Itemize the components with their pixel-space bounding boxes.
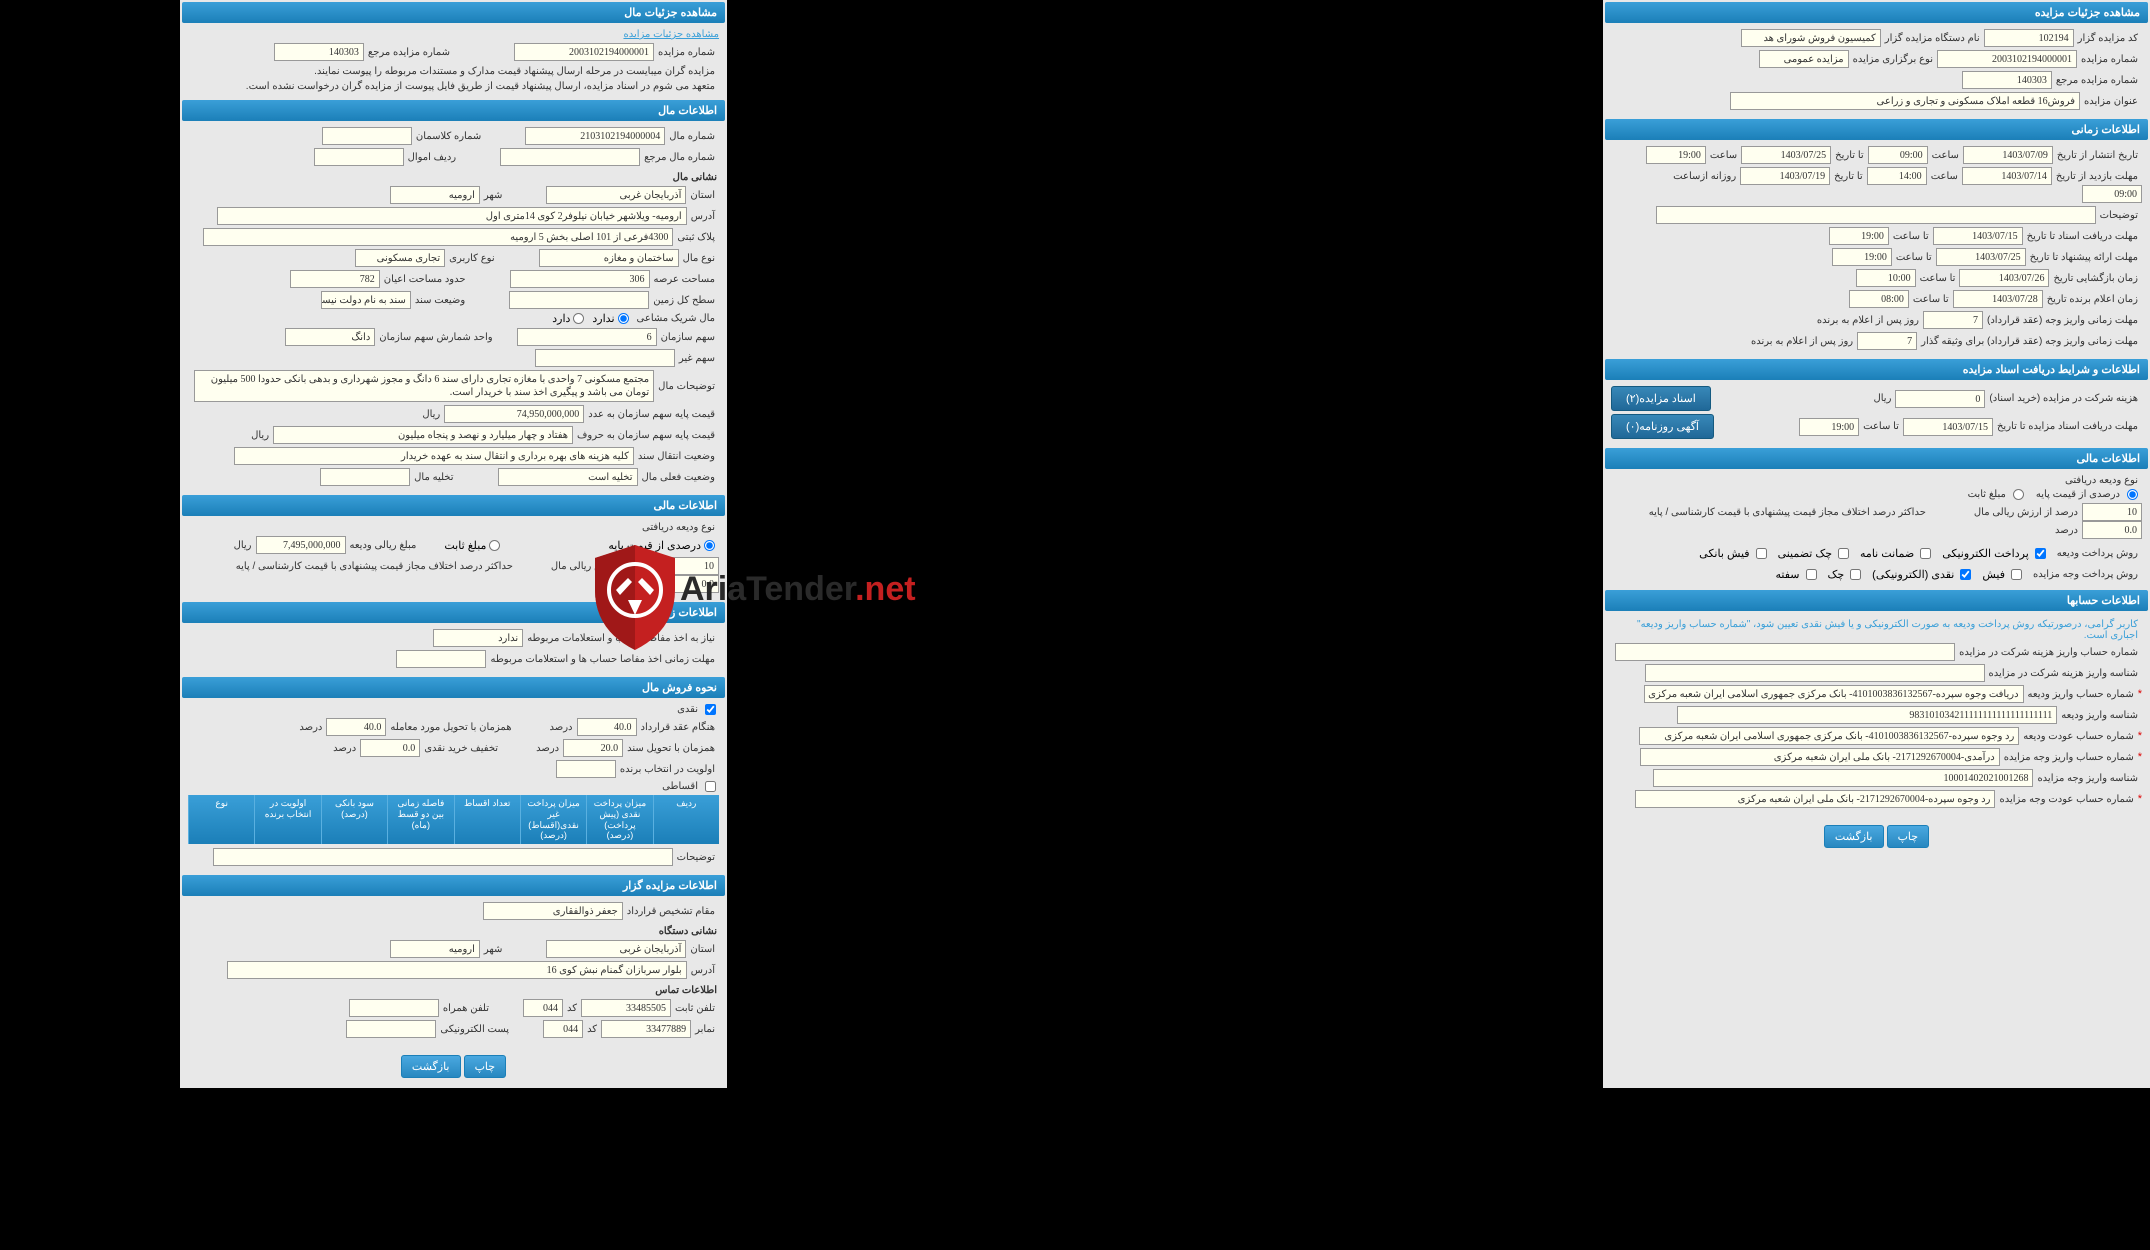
hdr-prop-details: مشاهده جزئیات مال	[182, 2, 725, 23]
lbl-visit: مهلت بازدید از تاریخ	[2052, 171, 2142, 182]
chk-safta[interactable]	[1806, 569, 1817, 580]
hdr-sale: نحوه فروش مال	[182, 677, 725, 698]
chk-bank[interactable]	[1756, 548, 1767, 559]
val-pub-to: 1403/07/25	[1741, 146, 1831, 164]
hdr-time: اطلاعات زمانی	[1605, 119, 2148, 140]
btn-back-r[interactable]: بازگشت	[1824, 825, 1884, 848]
chk-fish[interactable]	[2011, 569, 2022, 580]
radio-pct2[interactable]	[704, 540, 715, 551]
link-auction-details[interactable]: مشاهده جزئیات مزایده	[623, 29, 719, 40]
btn-print-r[interactable]: چاپ	[1887, 825, 1930, 848]
chk-installment[interactable]	[705, 781, 716, 792]
radio-fix2[interactable]	[489, 540, 500, 551]
lbl-org: نام دستگاه مزایده گزار	[1881, 33, 1984, 44]
hdr-time2: اطلاعات زمانی	[182, 602, 725, 623]
radio-pct-base[interactable]	[2127, 489, 2138, 500]
radio-has-share[interactable]	[573, 313, 584, 324]
chk-guar[interactable]	[1920, 548, 1931, 559]
val-type: مزایده عمومی	[1759, 50, 1849, 68]
hdr-accounts: اطلاعات حسابها	[1605, 590, 2148, 611]
hdr-auction-details: مشاهده جزئیات مزایده	[1605, 2, 2148, 23]
hdr-organizer: اطلاعات مزایده گزار	[182, 875, 725, 896]
chk-chk[interactable]	[1850, 569, 1861, 580]
val-pub-time: 09:00	[1868, 146, 1928, 164]
lbl-code: کد مزایده گزار	[2074, 33, 2142, 44]
val-org: کمیسیون فروش شورای هد	[1741, 29, 1881, 47]
right-panel: مشاهده جزئیات مزایده کد مزایده گزار 1021…	[1603, 0, 2150, 1088]
hdr-fin2: اطلاعات مالی	[182, 495, 725, 516]
val-pub-from: 1403/07/09	[1963, 146, 2053, 164]
val-code: 102194	[1984, 29, 2074, 47]
chk-cash[interactable]	[1960, 569, 1971, 580]
radio-no-share[interactable]	[618, 313, 629, 324]
radio-fixed[interactable]	[2013, 489, 2024, 500]
lbl-num: شماره مزایده	[2077, 54, 2142, 65]
lbl-ref: شماره مزایده مرجع	[2052, 75, 2142, 86]
btn-back-l[interactable]: بازگشت	[401, 1055, 461, 1078]
btn-print-l[interactable]: چاپ	[464, 1055, 507, 1078]
btn-auction-docs[interactable]: اسناد مزایده(۲)	[1611, 386, 1711, 411]
val-title: فروش16 قطعه املاک مسکونی و تجاری و زراعی	[1730, 92, 2080, 110]
hdr-doc-cond: اطلاعات و شرایط دریافت اسناد مزایده	[1605, 359, 2148, 380]
val-pub-to-time: 19:00	[1646, 146, 1706, 164]
account-note: کاربر گرامی، درصورتیکه روش پرداخت ودیعه …	[1611, 617, 2142, 643]
hdr-financial: اطلاعات مالی	[1605, 448, 2148, 469]
chk-check[interactable]	[1838, 548, 1849, 559]
val-ref: 140303	[1962, 71, 2052, 89]
val-num: 2003102194000001	[1937, 50, 2077, 68]
btn-newspaper[interactable]: آگهی روزنامه(۰)	[1611, 414, 1714, 439]
installment-table-header: ردیف میزان پرداخت نقدی (پیش پرداخت)(درصد…	[188, 795, 719, 844]
chk-cash-sale[interactable]	[705, 704, 716, 715]
hdr-prop-info: اطلاعات مال	[182, 100, 725, 121]
lbl-type: نوع برگزاری مزایده	[1849, 54, 1937, 65]
left-panel: مشاهده جزئیات مال مشاهده جزئیات مزایده ش…	[180, 0, 727, 1088]
lbl-pub: تاریخ انتشار از تاریخ	[2053, 150, 2142, 161]
chk-elec[interactable]	[2035, 548, 2046, 559]
lbl-title: عنوان مزایده	[2080, 96, 2142, 107]
